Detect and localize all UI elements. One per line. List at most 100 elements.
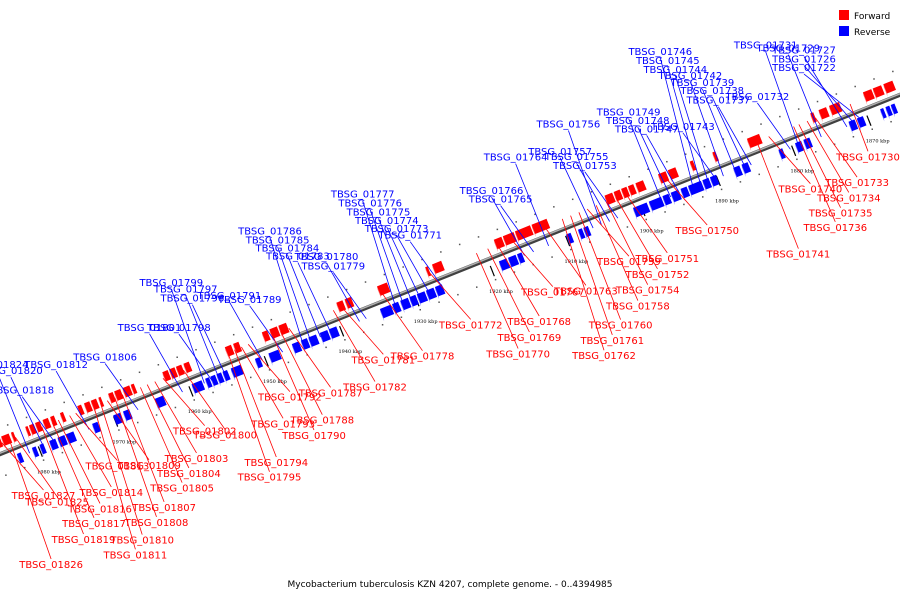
gene-label: TBSG_01751 <box>634 254 699 265</box>
minor-tick <box>477 236 480 238</box>
reverse-gene-block <box>795 140 805 156</box>
leader-line <box>491 197 525 256</box>
minor-tick <box>6 424 9 426</box>
minor-tick <box>42 459 45 461</box>
forward-gene-block <box>169 367 179 382</box>
minor-tick <box>99 436 101 439</box>
major-tick <box>489 265 495 277</box>
reverse-gene-block <box>702 177 713 193</box>
gene-label: TBSG_01809 <box>116 461 181 472</box>
reverse-gene-block <box>216 372 225 387</box>
leader-line <box>249 305 284 353</box>
leader-line <box>561 218 605 351</box>
leader-line <box>154 381 197 454</box>
leader-line <box>55 370 90 430</box>
minor-tick <box>590 191 593 193</box>
reverse-gene-block <box>230 364 245 381</box>
minor-tick <box>383 273 386 276</box>
gene-label: TBSG_01755 <box>544 152 609 163</box>
forward-gene-block <box>627 184 637 199</box>
leader-line <box>69 415 112 488</box>
legend-swatch-forward <box>839 10 849 20</box>
forward-gene-block <box>604 192 616 208</box>
reverse-gene-block <box>254 357 264 372</box>
tick-label: 1920 kbp <box>489 289 513 295</box>
backbone-shadow <box>0 92 900 457</box>
leader-line <box>849 103 869 152</box>
minor-tick <box>63 401 65 404</box>
leader-line <box>409 241 444 289</box>
forward-gene-block <box>25 426 32 440</box>
minor-tick <box>212 391 214 394</box>
gene-label: TBSG_01733 <box>824 178 889 189</box>
leader-line <box>241 346 284 419</box>
minor-tick <box>779 115 781 118</box>
minor-tick <box>308 303 310 306</box>
reverse-gene-block <box>400 297 412 314</box>
minor-tick <box>701 196 704 198</box>
gene-label: TBSG_01799 <box>138 278 203 289</box>
leader-line <box>183 369 226 430</box>
gene-label: TBSG_01754 <box>615 286 680 297</box>
leader-line <box>690 81 724 177</box>
gene-label: TBSG_01814 <box>78 488 143 499</box>
minor-tick <box>400 316 403 318</box>
gene-label: TBSG_01745 <box>635 56 700 67</box>
gene-label: TBSG_01791 <box>197 291 262 302</box>
leader-line <box>815 117 858 178</box>
leader-line <box>798 124 841 208</box>
leader-line <box>586 208 630 257</box>
leader-line <box>229 301 263 361</box>
leader-line <box>326 262 360 322</box>
minor-tick <box>118 429 120 431</box>
minor-tick <box>739 181 742 183</box>
minor-tick <box>664 211 666 213</box>
leader-line <box>793 126 836 222</box>
leader-line <box>1 442 44 491</box>
gene-label: TBSG_01810 <box>109 536 174 547</box>
gene-label: TBSG_01773 <box>364 224 429 235</box>
reverse-gene-block <box>633 202 651 221</box>
gene-label: TBSG_01731 <box>733 41 798 52</box>
leader-line <box>341 306 384 355</box>
gene-label: TBSG_01806 <box>72 353 137 364</box>
leader-line <box>803 65 855 124</box>
minor-tick <box>892 70 894 73</box>
leader-line <box>711 96 746 168</box>
forward-gene-block <box>35 421 44 436</box>
minor-tick <box>494 278 497 281</box>
major-tick <box>791 145 797 157</box>
leader-line <box>659 57 694 189</box>
leader-line <box>10 377 45 448</box>
minor-tick <box>61 451 64 454</box>
gene-label: TBSG_01785 <box>245 236 310 247</box>
minor-tick <box>232 333 235 336</box>
minor-tick <box>157 364 160 366</box>
leader-line <box>380 291 423 351</box>
minor-tick <box>270 318 273 321</box>
gene-label: TBSG_01748 <box>605 116 670 127</box>
gene-label: TBSG_01778 <box>390 352 455 363</box>
leader-line <box>570 215 613 336</box>
forward-gene-block <box>10 431 17 445</box>
tick-label: 1980 kbp <box>37 469 61 475</box>
tick-label: 1910 kbp <box>564 259 588 265</box>
gene-label: TBSG_01735 <box>808 209 873 220</box>
gene-label: TBSG_01802 <box>172 427 237 438</box>
gene-label: TBSG_01794 <box>243 458 308 469</box>
reverse-gene-block <box>123 409 133 424</box>
reverse-gene-block <box>670 189 682 206</box>
reverse-gene-block <box>662 193 673 209</box>
reverse-gene-block <box>268 349 282 366</box>
forward-gene-block <box>493 236 505 253</box>
gene-label: TBSG_01741 <box>766 250 831 261</box>
gene-label: TBSG_01747 <box>614 124 679 135</box>
gene-label: TBSG_01774 <box>354 216 419 227</box>
forward-gene-block <box>432 260 445 277</box>
gene-label: TBSG_01777 <box>330 190 395 201</box>
forward-gene-block <box>621 186 631 202</box>
gene-label: TBSG_01758 <box>605 302 670 313</box>
reverse-gene-block <box>880 108 887 122</box>
leader-line <box>568 130 602 225</box>
gene-label: TBSG_01739 <box>670 78 735 89</box>
